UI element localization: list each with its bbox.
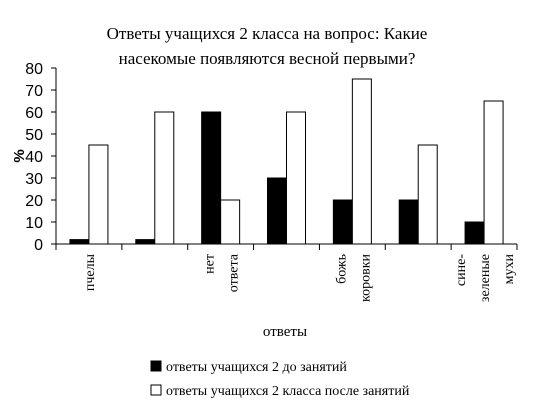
x-tick-label: нет xyxy=(203,254,218,274)
bar xyxy=(398,199,419,245)
chart-title-line-1: Ответы учащихся 2 класса на вопрос: Каки… xyxy=(107,24,428,43)
bar xyxy=(88,144,109,245)
y-tick-label: 40 xyxy=(25,149,43,166)
bar xyxy=(220,199,241,245)
legend-label-after: ответы учащихся 2 класса после занятий xyxy=(166,384,410,399)
bar xyxy=(154,111,175,245)
category-labels: пчелы нет ответа божь коровки сине-зеленые мух… xyxy=(83,253,517,302)
bar xyxy=(286,111,306,245)
x-tick-label: ответа xyxy=(227,253,242,292)
y-tick-label: 30 xyxy=(25,171,43,188)
legend: ответы учащихся 2 до занятий ответы учащ… xyxy=(150,360,410,399)
bar xyxy=(351,78,372,245)
legend-label-before: ответы учащихся 2 до занятий xyxy=(166,360,347,375)
y-tick-label: 60 xyxy=(25,105,43,122)
y-tick-label: 10 xyxy=(25,215,43,232)
bar xyxy=(464,221,485,245)
bar xyxy=(267,177,287,245)
bar xyxy=(201,111,222,245)
y-tick-label: 0 xyxy=(34,237,43,254)
y-axis-label: % xyxy=(11,149,28,162)
y-tick-label: 50 xyxy=(25,127,43,144)
bar xyxy=(417,144,438,245)
y-tick-label: 80 xyxy=(25,61,43,78)
legend-swatch-before xyxy=(150,360,162,372)
x-tick-label: божь xyxy=(334,254,349,284)
y-tick-label: 20 xyxy=(25,193,43,210)
bar xyxy=(483,100,504,245)
bar xyxy=(332,199,353,245)
x-axis xyxy=(55,243,518,250)
y-tick-label: 70 xyxy=(25,83,43,100)
x-axis-label: ответы xyxy=(263,324,307,340)
legend-swatch-after xyxy=(150,384,162,396)
x-tick-label: сине- xyxy=(454,254,469,286)
bars xyxy=(69,78,504,245)
x-tick-label: коровки xyxy=(358,253,373,302)
bar xyxy=(69,239,90,245)
x-tick-label: мухи xyxy=(502,254,517,285)
x-tick-label: пчелы xyxy=(83,253,98,291)
x-tick-label: зеленые xyxy=(478,254,493,302)
chart-title-line-2: насекомые появляются весной первыми? xyxy=(119,49,416,68)
y-axis: 0 10 20 30 40 50 60 70 80 xyxy=(25,61,57,254)
bar xyxy=(135,239,156,245)
